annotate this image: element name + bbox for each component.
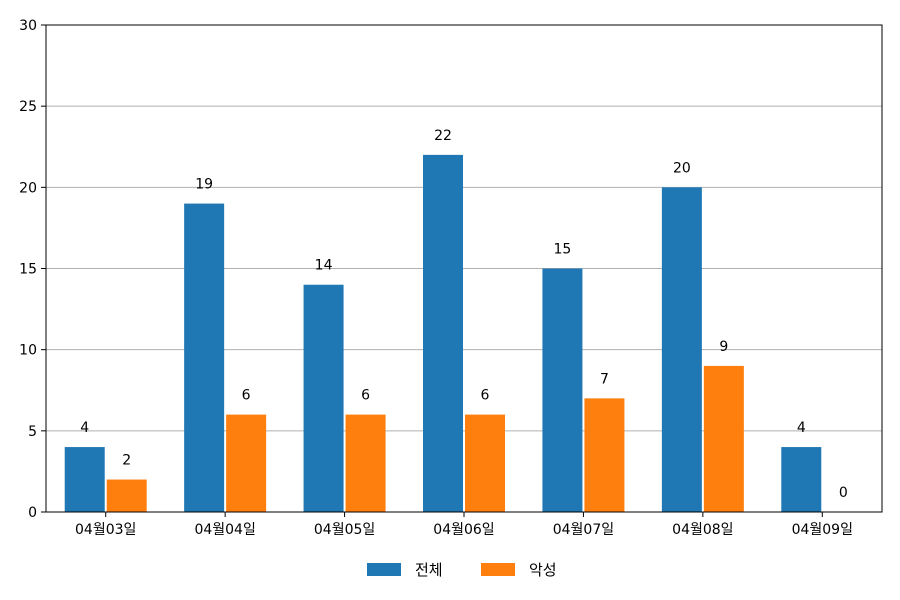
data-label: 20 bbox=[673, 160, 691, 176]
bar bbox=[303, 284, 344, 512]
y-axis: 0 5 10 15 20 25 30 bbox=[19, 18, 46, 521]
y-tick-label: 20 bbox=[19, 180, 37, 196]
data-label: 19 bbox=[195, 177, 213, 193]
x-tick-label: 04월06일 bbox=[433, 522, 494, 538]
legend-label: 악성 bbox=[529, 561, 557, 579]
x-tick-label: 04월05일 bbox=[314, 522, 375, 538]
data-label: 6 bbox=[481, 388, 490, 404]
y-tick-label: 0 bbox=[28, 505, 37, 521]
bar bbox=[542, 268, 583, 512]
bar bbox=[781, 447, 822, 512]
x-tick-label: 04월07일 bbox=[553, 522, 614, 538]
data-label: 9 bbox=[719, 339, 728, 355]
bar bbox=[661, 187, 702, 513]
data-label: 6 bbox=[242, 388, 251, 404]
x-tick-label: 04월08일 bbox=[672, 522, 733, 538]
y-tick-label: 25 bbox=[19, 99, 37, 115]
legend-swatch bbox=[481, 563, 515, 576]
data-label: 15 bbox=[554, 242, 572, 258]
bar bbox=[703, 365, 744, 512]
x-tick-label: 04월04일 bbox=[194, 522, 255, 538]
data-label: 7 bbox=[600, 371, 609, 387]
x-tick-label: 04월03일 bbox=[75, 522, 136, 538]
data-label: 4 bbox=[797, 420, 806, 436]
legend-swatch bbox=[367, 563, 401, 576]
data-labels: 4 2 19 6 14 6 22 6 15 7 20 9 4 0 bbox=[80, 128, 847, 501]
data-label: 4 bbox=[80, 420, 89, 436]
bar bbox=[64, 447, 105, 512]
bar bbox=[345, 414, 386, 512]
legend-label: 전체 bbox=[415, 561, 443, 579]
data-label: 6 bbox=[361, 388, 370, 404]
bar bbox=[226, 414, 267, 512]
data-label: 14 bbox=[315, 258, 333, 274]
y-tick-label: 5 bbox=[28, 424, 37, 440]
bars bbox=[64, 154, 822, 513]
y-tick-label: 10 bbox=[19, 343, 37, 359]
legend: 전체 악성 bbox=[367, 561, 557, 579]
bar bbox=[584, 398, 625, 512]
gridlines bbox=[46, 105, 882, 432]
bar bbox=[106, 479, 147, 512]
bar bbox=[423, 154, 463, 512]
data-label: 22 bbox=[434, 128, 452, 144]
x-tick-label: 04월09일 bbox=[792, 522, 853, 538]
x-axis: 04월03일 04월04일 04월05일 04월06일 04월07일 04월08일 04월0… bbox=[75, 512, 853, 538]
data-label: 0 bbox=[839, 485, 848, 501]
bar bbox=[184, 203, 225, 513]
data-label: 2 bbox=[122, 453, 131, 469]
bar bbox=[465, 414, 505, 512]
y-tick-label: 15 bbox=[19, 262, 37, 278]
y-tick-label: 30 bbox=[19, 18, 37, 34]
